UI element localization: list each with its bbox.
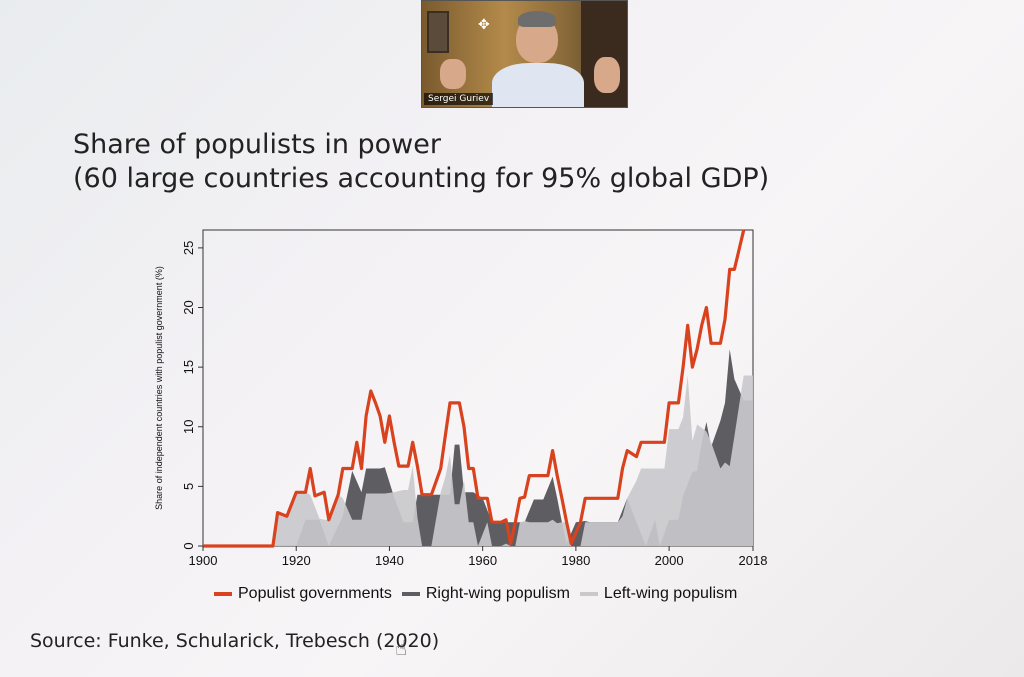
line-series-populist [203, 229, 746, 548]
x-tick-label-2000: 2000 [655, 553, 684, 568]
y-tick-label-5: 5 [181, 483, 196, 490]
legend-label-right: Right-wing populism [425, 585, 570, 602]
slide-title: Share of populists in power (60 large co… [73, 128, 769, 196]
y-tick-label-25: 25 [181, 241, 196, 255]
legend-swatch-populist [214, 592, 232, 596]
y-tick-label-15: 15 [181, 360, 196, 374]
speaker-hair [518, 11, 556, 27]
x-tick-label-1940: 1940 [375, 553, 404, 568]
legend-label-populist: Populist governments [238, 585, 392, 602]
y-tick-label-0: 0 [181, 542, 196, 549]
populism-chart: 1900 1920 1940 1960 1980 2000 2018 0 5 10 15 20 25 Sh… [154, 229, 768, 568]
legend-swatch-left [579, 592, 598, 596]
legend-swatch-right [401, 592, 420, 596]
x-tick-label-1960: 1960 [468, 553, 497, 568]
y-axis-label: Share of independent countries with popu… [154, 266, 164, 510]
video-tile[interactable]: ✥ Sergei Guriev [421, 0, 628, 108]
speaker-right-hand [594, 57, 620, 93]
area-series-left [203, 375, 753, 546]
legend-label-left: Left-wing populism [603, 585, 738, 602]
slide-title-line1: Share of populists in power [73, 129, 441, 160]
move-icon[interactable]: ✥ [478, 17, 490, 33]
x-tick-label-1900: 1900 [189, 553, 218, 568]
chart-legend: Populist governments Right-wing populism… [210, 585, 737, 603]
y-tick-label-20: 20 [181, 300, 196, 314]
y-tick-label-10: 10 [181, 420, 196, 434]
x-tick-label-2018: 2018 [739, 553, 768, 568]
x-tick-label-1920: 1920 [282, 553, 311, 568]
slide-title-line2: (60 large countries accounting for 95% g… [73, 163, 770, 194]
x-tick-label-1980: 1980 [561, 553, 590, 568]
participant-name-tag: Sergei Guriev [424, 93, 494, 105]
hand-cursor-icon: ☝ [395, 636, 408, 660]
wall-picture [427, 11, 449, 53]
speaker-body [492, 63, 584, 107]
speaker-left-hand [440, 59, 466, 89]
slide-source: Source: Funke, Schularick, Trebesch (202… [30, 630, 440, 652]
